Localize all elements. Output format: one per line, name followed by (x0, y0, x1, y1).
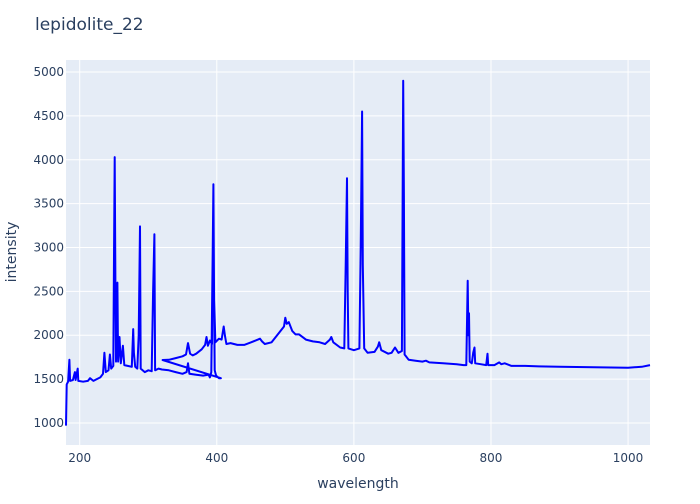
plot-area (66, 60, 650, 445)
grid (66, 60, 650, 445)
x-tick-label: 600 (342, 451, 365, 465)
y-tick-label: 5000 (33, 65, 64, 79)
series-line (65, 79, 651, 426)
x-tick-label: 800 (480, 451, 503, 465)
x-tick-label: 200 (68, 451, 91, 465)
x-tick-label: 400 (205, 451, 228, 465)
y-tick-label: 1000 (33, 416, 64, 430)
y-tick-label: 4500 (33, 109, 64, 123)
y-tick-label: 4000 (33, 153, 64, 167)
y-tick-label: 3500 (33, 197, 64, 211)
y-tick-label: 1500 (33, 372, 64, 386)
y-axis-ticks: 1000 1500 2000 2500 3000 3500 4000 4500 5000 (33, 65, 64, 430)
y-tick-label: 2000 (33, 328, 64, 342)
chart-title: lepidolite_22 (35, 15, 144, 35)
x-tick-label: 1000 (613, 451, 644, 465)
x-axis-ticks: 200 400 600 800 1000 (68, 451, 643, 465)
y-tick-label: 3000 (33, 240, 64, 254)
y-axis-label: intensity (4, 222, 20, 283)
x-axis-label: wavelength (317, 476, 399, 492)
y-tick-label: 2500 (33, 284, 64, 298)
